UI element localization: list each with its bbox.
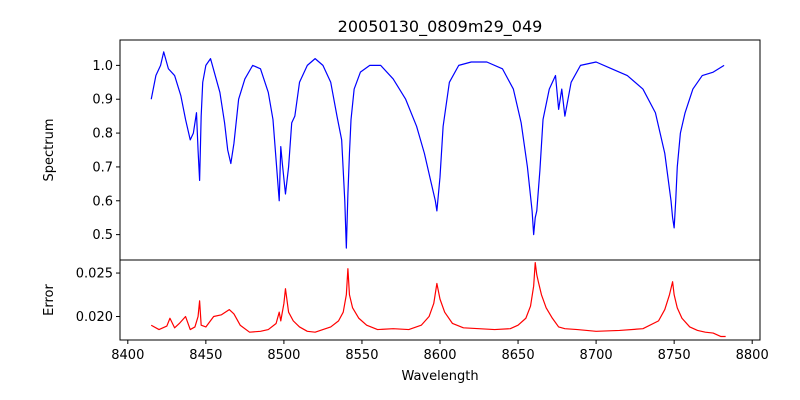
x-tick-label: 8600: [423, 348, 456, 363]
plot-area: 0.5 0.6 0.7 0.8 0.9 1.0 0.020 0.025 8400 8450 8500…: [76, 39, 769, 363]
x-tick-label: 8650: [502, 348, 535, 363]
y-axis-label-error: Error: [42, 284, 57, 316]
y-tick-label-spectrum: 0.8: [92, 127, 113, 142]
x-tick-label: 8500: [267, 348, 300, 363]
x-tick-label: 8800: [736, 348, 769, 363]
y-tick-label-spectrum: 0.7: [92, 160, 113, 175]
x-tick-label: 8700: [580, 348, 613, 363]
x-tick-label: 8750: [658, 348, 691, 363]
y-tick-label-spectrum: 1.0: [92, 59, 113, 74]
y-tick-label-spectrum: 0.5: [92, 228, 113, 243]
x-tick-label: 8450: [189, 348, 222, 363]
y-axis-label-spectrum: Spectrum: [42, 119, 57, 182]
x-tick-label: 8550: [345, 348, 378, 363]
y-tick-label-error: 0.025: [76, 267, 113, 282]
y-tick-label-spectrum: 0.6: [92, 194, 113, 209]
x-axis-label: Wavelength: [401, 369, 478, 384]
x-tick-label: 8400: [111, 348, 144, 363]
y-tick-label-spectrum: 0.9: [92, 93, 113, 108]
y-tick-label-error: 0.020: [76, 310, 113, 325]
chart-title: 20050130_0809m29_049: [338, 17, 543, 37]
series-line-error: [150, 262, 726, 338]
series-line-spectrum: [150, 51, 725, 249]
